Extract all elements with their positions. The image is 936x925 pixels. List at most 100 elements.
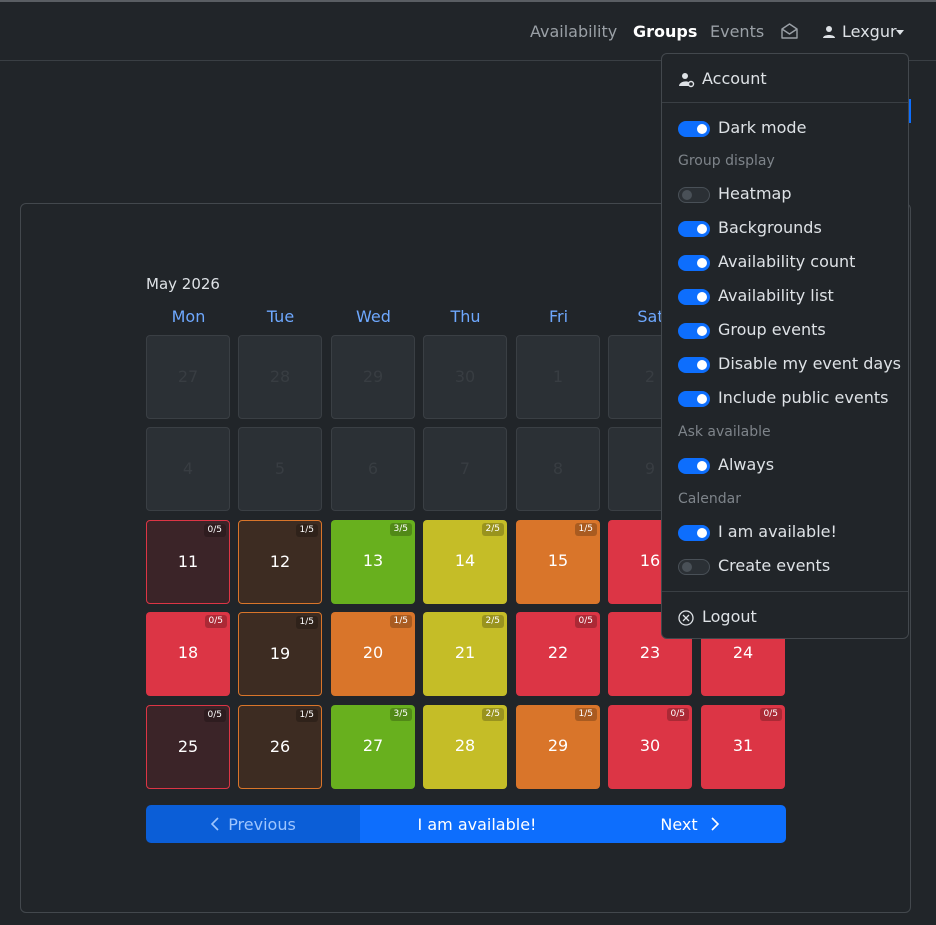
include-public-events-switch[interactable]: [678, 391, 710, 407]
nav-events[interactable]: Events: [710, 22, 765, 41]
disable-my-event-days-switch[interactable]: [678, 357, 710, 373]
i-am-available-switch[interactable]: [678, 525, 710, 541]
calendar-card: [20, 203, 911, 913]
day-number: 9: [644, 459, 656, 478]
availability-count-badge: 2/5: [481, 708, 504, 721]
availability-count-badge: 3/5: [389, 708, 412, 721]
availability-count-badge: 2/5: [481, 615, 504, 628]
day-number: 8: [552, 459, 564, 478]
calendar-day[interactable]: 19 1/5: [238, 612, 322, 696]
day-number: 14: [454, 551, 476, 570]
calendar-day[interactable]: 30 0/5: [608, 705, 692, 789]
always-switch[interactable]: [678, 458, 710, 474]
calendar-day[interactable]: 21 2/5: [423, 612, 507, 696]
availability-count-badge: 0/5: [759, 708, 782, 721]
next-button[interactable]: Next: [594, 805, 786, 843]
day-number: 29: [362, 367, 384, 386]
day-number: 21: [454, 643, 476, 662]
calendar-day: 29: [331, 335, 415, 419]
i-am-available-button[interactable]: I am available!: [360, 805, 594, 843]
create-events-switch[interactable]: [678, 559, 710, 575]
calendar-day[interactable]: 14 2/5: [423, 520, 507, 604]
day-number: 4: [182, 459, 194, 478]
calendar-day: 28: [238, 335, 322, 419]
day-number: 7: [459, 459, 471, 478]
day-number: 24: [732, 643, 754, 662]
day-number: 5: [274, 459, 286, 478]
weekday-header: Mon: [171, 307, 206, 326]
weekday-header: Thu: [450, 307, 481, 326]
envelope-icon[interactable]: [780, 22, 799, 44]
availability-count-badge: 1/5: [389, 615, 412, 628]
group-display-header: Group display: [678, 153, 775, 169]
availability-list-switch[interactable]: [678, 289, 710, 305]
backgrounds-switch[interactable]: [678, 221, 710, 237]
calendar-day: 1: [516, 335, 600, 419]
calendar-day: 8: [516, 427, 600, 511]
calendar-day[interactable]: 18 0/5: [146, 612, 230, 696]
calendar-day[interactable]: 13 3/5: [331, 520, 415, 604]
day-number: 23: [639, 643, 661, 662]
day-number: 27: [362, 736, 384, 755]
menu-account-label: Account: [702, 69, 767, 88]
availability-count-badge: 1/5: [574, 523, 597, 536]
day-number: 22: [547, 643, 569, 662]
disable-my-event-days-label: Disable my event days: [718, 354, 901, 373]
calendar-day[interactable]: 27 3/5: [331, 705, 415, 789]
day-number: 15: [547, 551, 569, 570]
calendar-button-bar: Previous I am available! Next: [146, 805, 786, 843]
chevron-right-icon: [711, 817, 719, 831]
calendar-day: 6: [331, 427, 415, 511]
user-gear-icon: [679, 73, 695, 88]
menu-divider: [662, 591, 908, 592]
calendar-day: 4: [146, 427, 230, 511]
availability-count-badge: 1/5: [295, 709, 318, 722]
day-number: 6: [367, 459, 379, 478]
availability-count-badge: 2/5: [481, 523, 504, 536]
user-dropdown-menu: Account Dark mode Group display Heatmap …: [661, 53, 909, 639]
blue-edge-accent: [908, 99, 911, 123]
calendar-day[interactable]: 26 1/5: [238, 705, 322, 789]
calendar-day[interactable]: 20 1/5: [331, 612, 415, 696]
calendar-day[interactable]: 25 0/5: [146, 705, 230, 789]
availability-count-badge: 1/5: [574, 708, 597, 721]
menu-divider: [662, 102, 908, 103]
backgrounds-label: Backgrounds: [718, 218, 822, 237]
previous-button[interactable]: Previous: [146, 805, 360, 843]
caret-down-icon: [896, 30, 904, 35]
group-events-switch[interactable]: [678, 323, 710, 339]
calendar-day[interactable]: 15 1/5: [516, 520, 600, 604]
day-number: 30: [454, 367, 476, 386]
calendar-day[interactable]: 28 2/5: [423, 705, 507, 789]
weekday-header: Fri: [548, 307, 569, 326]
nav-availability[interactable]: Availability: [530, 22, 618, 41]
day-number: 30: [639, 736, 661, 755]
heatmap-label: Heatmap: [718, 184, 792, 203]
heatmap-switch[interactable]: [678, 187, 710, 203]
calendar-day[interactable]: 22 0/5: [516, 612, 600, 696]
calendar-day[interactable]: 29 1/5: [516, 705, 600, 789]
weekday-header: Wed: [356, 307, 391, 326]
day-number: 28: [269, 367, 291, 386]
person-icon: [823, 26, 835, 38]
calendar-day[interactable]: 31 0/5: [701, 705, 785, 789]
dark-mode-switch[interactable]: [678, 121, 710, 137]
calendar-day[interactable]: 12 1/5: [238, 520, 322, 604]
availability-count-badge: 0/5: [574, 615, 597, 628]
calendar-day[interactable]: 23: [608, 612, 692, 696]
weekday-header: Tue: [266, 307, 295, 326]
day-number: 16: [639, 551, 661, 570]
day-number: 2: [644, 367, 656, 386]
calendar-day[interactable]: 11 0/5: [146, 520, 230, 604]
availability-count-label: Availability count: [718, 252, 856, 271]
always-label: Always: [718, 455, 775, 474]
day-number: 19: [269, 644, 291, 663]
username: Lexgur: [842, 22, 897, 41]
circle-x-icon: [678, 610, 694, 626]
window-top-border: [0, 0, 936, 2]
group-events-label: Group events: [718, 320, 826, 339]
previous-label: Previous: [228, 814, 296, 834]
availability-count-badge: 3/5: [389, 523, 412, 536]
nav-groups[interactable]: Groups: [633, 22, 698, 41]
availability-count-switch[interactable]: [678, 255, 710, 271]
